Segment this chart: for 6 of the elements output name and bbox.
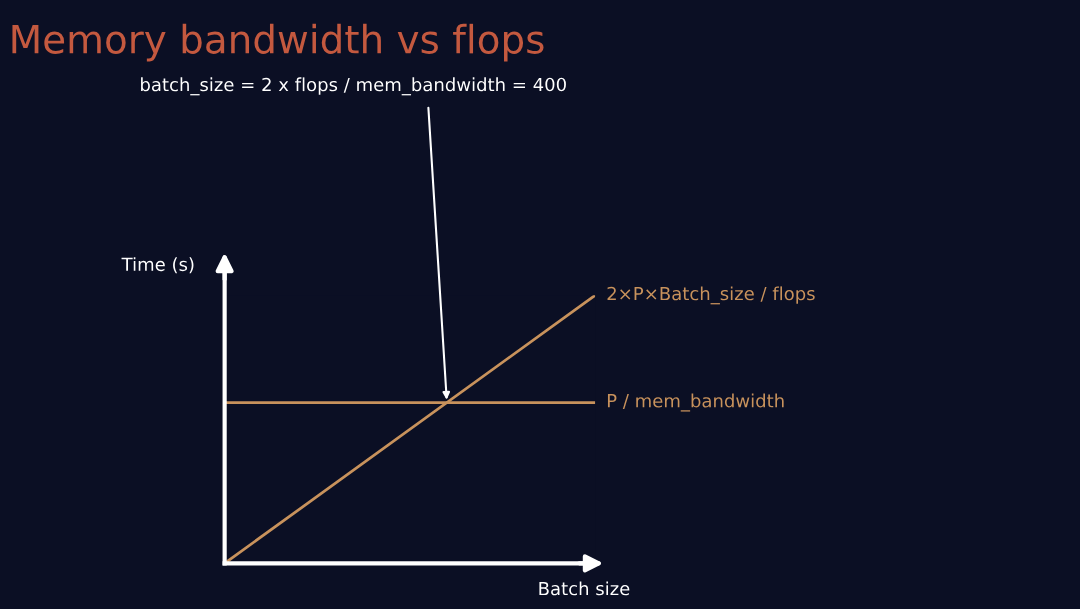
series-label: P / mem_bandwidth <box>607 393 784 412</box>
x-axis-title: Batch size <box>539 581 630 596</box>
series-label: 2×P×Batch_size / flops <box>607 286 815 305</box>
text: batch_size = 2 x flops / mem_bandwidth = 400 <box>141 77 566 96</box>
chart-title: Memory bandwidth vs flops <box>12 23 544 62</box>
y-axis-title: Time (s) <box>121 257 194 274</box>
